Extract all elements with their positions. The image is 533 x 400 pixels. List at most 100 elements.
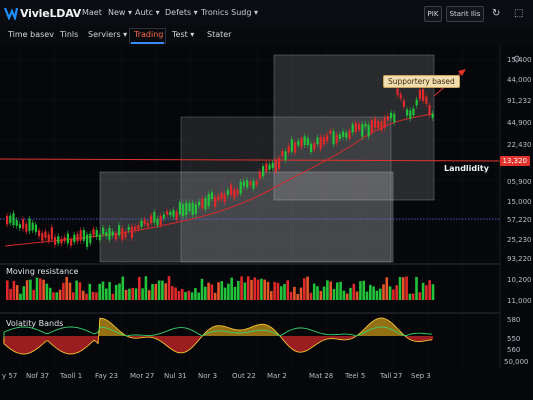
- volume-bar: [402, 277, 405, 300]
- app-logo[interactable]: VivleLDAV: [4, 5, 81, 21]
- volume-bar: [9, 288, 12, 300]
- volume-bar: [306, 276, 309, 300]
- volume-bar: [345, 293, 349, 300]
- y-tick: 15,000: [507, 198, 532, 206]
- candle-body: [95, 229, 98, 237]
- volume-bar: [382, 284, 385, 300]
- menu-item-defets[interactable]: Defets ▾: [165, 8, 198, 17]
- candle-body: [239, 181, 242, 194]
- volume-bar: [141, 288, 144, 300]
- volume-bar: [101, 281, 105, 300]
- volume-bar: [167, 276, 171, 300]
- y-tick: 25,230: [507, 236, 532, 244]
- candle-body: [28, 218, 31, 232]
- chart-canvas[interactable]: [0, 46, 533, 368]
- candle-body: [284, 151, 287, 161]
- candle-body: [319, 136, 322, 149]
- candle-body: [316, 137, 319, 145]
- y-tick: 91,232: [507, 97, 532, 105]
- volume-bar: [385, 277, 389, 300]
- candle-body: [342, 131, 345, 137]
- volume-bar: [289, 291, 293, 300]
- maximize-icon[interactable]: ⬚: [514, 8, 524, 19]
- menu-item-maet[interactable]: Maet: [82, 8, 102, 17]
- candle-body: [82, 230, 85, 241]
- tab-trading[interactable]: Trading: [134, 30, 164, 39]
- menu-item-tronics[interactable]: Tronics Sudg ▾: [201, 8, 258, 17]
- volume-bar: [81, 290, 85, 300]
- volume-bar: [138, 276, 141, 300]
- candle-body: [322, 136, 325, 145]
- volume-bar: [35, 277, 39, 300]
- volume-bar: [108, 282, 111, 300]
- candle-body: [348, 130, 351, 139]
- x-tick: Mar 2: [267, 372, 287, 380]
- x-tick: Out 22: [232, 372, 256, 380]
- candle-body: [204, 198, 207, 210]
- tool-time-base[interactable]: Time basev: [8, 30, 54, 39]
- candle-body: [233, 189, 236, 199]
- x-tick: Nor 3: [198, 372, 218, 380]
- zone-box-2: [180, 116, 392, 263]
- tool-tinls[interactable]: Tinls: [60, 30, 79, 39]
- candle-body: [236, 189, 239, 195]
- volume-bar: [227, 283, 230, 300]
- candle-body: [143, 219, 146, 225]
- candle-body: [310, 143, 313, 152]
- volume-bar: [336, 282, 339, 300]
- volume-bar: [378, 288, 382, 300]
- logo-icon: [4, 7, 18, 20]
- candle-body: [326, 135, 329, 142]
- tool-stater[interactable]: Stater: [207, 30, 232, 39]
- volume-bar: [45, 283, 49, 300]
- candle-body: [194, 204, 197, 214]
- start-button[interactable]: Starit Ilis: [446, 6, 484, 22]
- volume-bar: [98, 283, 101, 300]
- bands-pane-title: Volatity Bands: [6, 319, 64, 328]
- candle-body: [415, 99, 418, 106]
- support-callout[interactable]: Supportery based: [383, 75, 460, 88]
- candle-body: [38, 230, 41, 237]
- moving-average-line: [4, 113, 433, 247]
- candle-body: [242, 181, 245, 187]
- volume-bar: [6, 280, 9, 300]
- volume-bar: [131, 287, 134, 300]
- volume-bar: [388, 286, 392, 300]
- candle-body: [390, 112, 393, 119]
- volume-bar: [418, 292, 422, 300]
- volume-bar: [124, 289, 128, 300]
- volume-tick: 11,000: [507, 297, 532, 305]
- candle-body: [255, 181, 258, 186]
- volume-bar: [207, 282, 210, 300]
- candle-body: [76, 233, 79, 242]
- volume-bar: [359, 281, 362, 300]
- settings-icon[interactable]: ⚙: [512, 55, 521, 65]
- pik-button[interactable]: PIK: [424, 6, 442, 22]
- tool-test[interactable]: Test ▾: [172, 30, 195, 39]
- volume-bar: [52, 292, 55, 300]
- volume-bar: [332, 289, 336, 300]
- menu-item-new[interactable]: New ▾: [108, 8, 133, 17]
- volume-bar: [210, 284, 214, 300]
- candle-body: [281, 151, 284, 157]
- candle-body: [268, 164, 271, 170]
- volume-bar: [303, 278, 306, 300]
- volume-bar: [114, 284, 118, 300]
- candle-body: [393, 114, 396, 123]
- candle-body: [329, 130, 332, 134]
- candle-body: [265, 163, 268, 172]
- volume-bar: [309, 292, 313, 300]
- volume-bar: [151, 283, 154, 300]
- volume-bar: [19, 293, 22, 300]
- menu-item-autc[interactable]: Autc ▾: [135, 8, 160, 17]
- candlestick-series: [6, 85, 434, 250]
- volume-bar: [411, 293, 415, 300]
- bands-tick: 560: [507, 346, 521, 354]
- candle-body: [25, 223, 28, 232]
- candle-body: [191, 202, 194, 215]
- candle-body: [271, 162, 274, 169]
- refresh-icon[interactable]: ↻: [492, 8, 501, 19]
- tool-serviers[interactable]: Serviers ▾: [88, 30, 128, 39]
- candle-body: [108, 227, 111, 240]
- volume-bar: [293, 286, 296, 300]
